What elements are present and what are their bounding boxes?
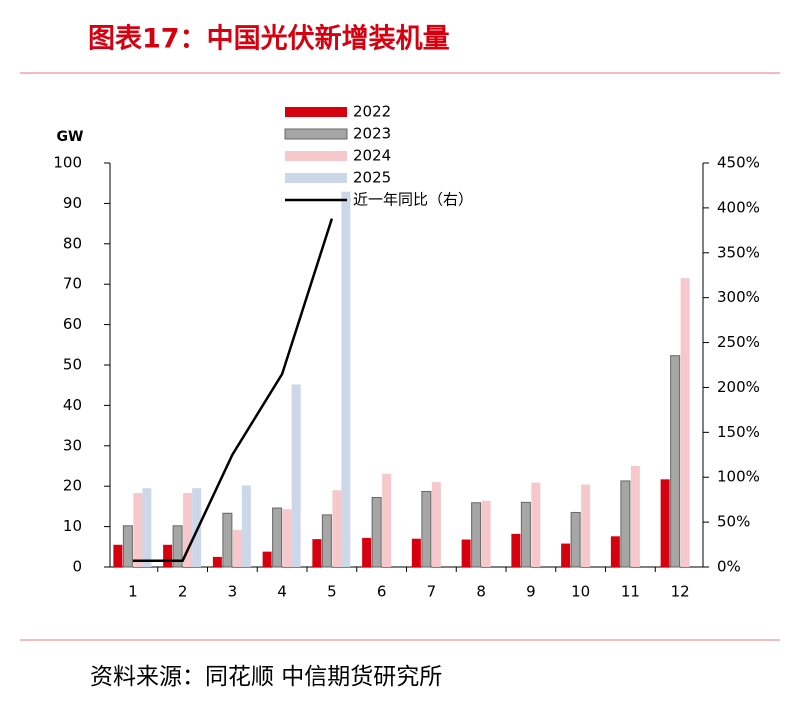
y-tick-label: 50	[63, 356, 82, 374]
y-tick-label: 10	[63, 517, 82, 535]
bar	[272, 507, 283, 568]
bar	[461, 539, 471, 567]
bar	[133, 493, 143, 567]
bar	[660, 479, 670, 567]
y-tick-label: 20	[63, 477, 82, 495]
y2-tick-label: 200%	[717, 378, 760, 396]
x-tick-label: 12	[671, 583, 690, 601]
y2-tick-label: 400%	[717, 198, 760, 216]
bar	[471, 502, 482, 568]
y-tick-label: 100	[53, 154, 82, 172]
x-tick-label: 7	[427, 583, 437, 601]
bar	[481, 500, 491, 567]
y-tick-label: 0	[72, 558, 82, 576]
bar	[670, 355, 681, 568]
y-axis-label: GW	[57, 129, 84, 145]
bar	[122, 525, 133, 568]
x-tick-label: 8	[476, 583, 486, 601]
bar	[581, 484, 591, 567]
bar	[630, 466, 640, 567]
bar	[262, 551, 272, 567]
bar	[421, 490, 432, 568]
chart-title: 图表17：中国光伏新增装机量	[88, 23, 450, 55]
bar	[511, 533, 521, 567]
x-tick-label: 5	[327, 583, 337, 601]
bar	[282, 509, 292, 567]
y2-tick-label: 150%	[717, 423, 760, 441]
bar	[610, 536, 620, 567]
bar	[411, 538, 421, 567]
bar	[382, 473, 392, 567]
x-tick-label: 6	[377, 583, 387, 601]
y2-tick-label: 100%	[717, 468, 760, 486]
x-tick-label: 4	[277, 583, 287, 601]
bar	[520, 501, 531, 568]
bar	[561, 543, 571, 567]
bar	[113, 544, 123, 567]
legend-label: 2022	[353, 103, 391, 121]
x-tick-label: 9	[526, 583, 536, 601]
y-tick-label: 40	[63, 396, 82, 414]
bar	[321, 514, 332, 568]
y2-tick-label: 450%	[717, 154, 760, 172]
bar	[531, 482, 541, 567]
x-tick-label: 10	[571, 583, 590, 601]
legend-swatch	[284, 128, 348, 140]
bar	[620, 480, 631, 568]
bar	[680, 278, 690, 567]
line	[132, 218, 334, 562]
legend-label: 2023	[353, 125, 391, 143]
x-tick-label: 11	[621, 583, 640, 601]
bar	[332, 490, 342, 567]
y2-tick-label: 50%	[717, 513, 750, 531]
y2-tick-label: 300%	[717, 288, 760, 306]
bar	[172, 525, 183, 568]
bar	[341, 191, 351, 567]
bar	[163, 544, 173, 567]
bar	[291, 384, 301, 567]
bar	[362, 537, 372, 567]
bar	[232, 529, 242, 567]
bar	[241, 485, 251, 567]
x-tick-label: 3	[228, 583, 238, 601]
x-tick-label: 1	[128, 583, 138, 601]
bar	[222, 512, 233, 568]
legend-label: 近一年同比（右）	[353, 191, 473, 209]
y-tick-label: 30	[63, 436, 82, 454]
x-tick-label: 2	[178, 583, 188, 601]
bar	[142, 488, 152, 567]
bar	[212, 556, 222, 567]
legend-swatch	[285, 107, 347, 117]
bar	[312, 539, 322, 567]
y2-tick-label: 350%	[717, 243, 760, 261]
y-tick-label: 80	[63, 234, 82, 252]
y-tick-label: 60	[63, 315, 82, 333]
y-tick-label: 90	[63, 194, 82, 212]
bar	[183, 493, 193, 567]
legend-label: 2024	[353, 147, 391, 165]
y-tick-label: 70	[63, 275, 82, 293]
y2-tick-label: 250%	[717, 333, 760, 351]
bar	[192, 488, 202, 567]
legend-swatch	[285, 151, 347, 161]
y2-tick-label: 0%	[717, 558, 741, 576]
source: 资料来源：同花顺 中信期货研究所	[90, 664, 442, 690]
bar	[371, 497, 382, 568]
legend-swatch	[285, 173, 347, 183]
bar	[431, 482, 441, 567]
legend-label: 2025	[353, 169, 391, 187]
bar	[570, 511, 581, 568]
